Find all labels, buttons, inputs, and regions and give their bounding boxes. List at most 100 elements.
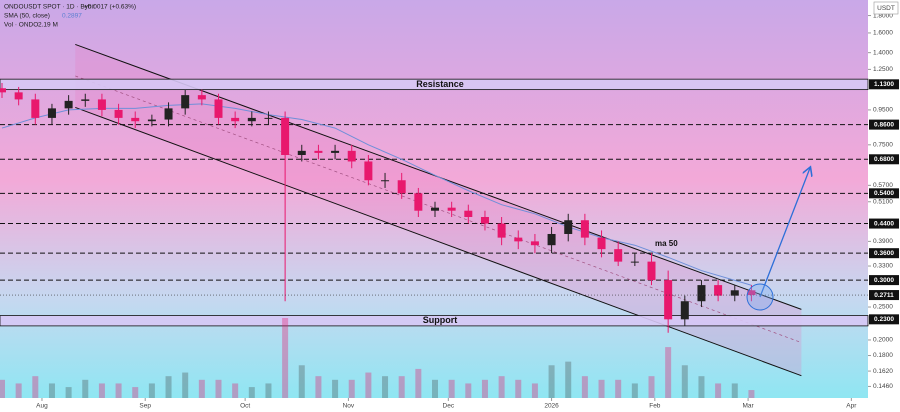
candle-body bbox=[564, 220, 573, 234]
candle-body bbox=[547, 233, 556, 246]
x-tick-label: Sep bbox=[139, 403, 151, 410]
level-box bbox=[869, 119, 899, 130]
candle-body bbox=[114, 109, 123, 118]
candle-body bbox=[31, 99, 40, 118]
level-label: 0.3000 bbox=[874, 277, 894, 284]
level-box bbox=[869, 314, 899, 325]
level-label: 0.5400 bbox=[874, 190, 894, 197]
volume-bar bbox=[15, 383, 22, 398]
candle-body bbox=[247, 117, 256, 122]
level-box bbox=[869, 154, 899, 165]
volume-bar bbox=[65, 387, 72, 398]
y-tick-label: 1.4000 bbox=[873, 49, 893, 56]
sma-value: 0.2897 bbox=[62, 13, 82, 20]
candle-body bbox=[297, 150, 306, 156]
volume-bar bbox=[232, 383, 239, 398]
volume-bar bbox=[215, 379, 222, 398]
x-tick-label: Oct bbox=[240, 403, 250, 410]
y-tick-label: 0.3300 bbox=[873, 263, 893, 270]
volume-bar bbox=[698, 376, 705, 398]
candle-body bbox=[730, 290, 739, 296]
candle-body bbox=[81, 99, 90, 101]
volume-bar bbox=[265, 383, 272, 398]
candle-body bbox=[514, 237, 523, 242]
candle-body bbox=[480, 216, 489, 224]
volume-bar bbox=[631, 383, 638, 398]
volume-bar bbox=[581, 376, 588, 398]
volume-bar bbox=[282, 318, 289, 398]
candle-body bbox=[414, 193, 423, 211]
currency-label: USDT bbox=[877, 5, 895, 12]
y-tick-label: 0.7500 bbox=[873, 142, 893, 149]
volume-bar bbox=[348, 379, 355, 398]
time-axis bbox=[0, 398, 868, 412]
x-tick-label: Dec bbox=[443, 403, 455, 410]
volume-bar bbox=[681, 365, 688, 398]
band-label: Support bbox=[423, 315, 458, 325]
volume-bar bbox=[298, 365, 305, 398]
projection-arrow bbox=[759, 168, 810, 298]
candle-body bbox=[464, 210, 473, 217]
volume-legend: Vol · ONDO bbox=[4, 22, 38, 29]
band-label: Resistance bbox=[416, 79, 464, 89]
volume-bar bbox=[98, 383, 105, 398]
sma-legend: SMA (50, close) bbox=[4, 13, 50, 20]
candle-body bbox=[264, 117, 273, 119]
candle-body bbox=[131, 117, 140, 122]
volume-bar bbox=[648, 376, 655, 398]
candle-body bbox=[597, 237, 606, 250]
level-box bbox=[869, 79, 899, 90]
level-label: 0.8600 bbox=[874, 121, 894, 128]
volume-bar bbox=[748, 390, 755, 398]
currency-box bbox=[873, 1, 899, 15]
price-label: 0.2711 bbox=[874, 292, 894, 299]
candle-body bbox=[364, 161, 373, 181]
y-tick-label: 0.9500 bbox=[873, 107, 893, 114]
volume-bar bbox=[382, 376, 389, 398]
candle-body bbox=[714, 285, 723, 296]
y-tick-label: 1.8000 bbox=[873, 12, 893, 19]
volume-bar bbox=[431, 379, 438, 398]
candle-body bbox=[630, 261, 639, 263]
candle-body bbox=[447, 207, 456, 211]
volume-bar bbox=[82, 379, 89, 398]
price-box bbox=[869, 290, 899, 301]
candle-body bbox=[747, 290, 756, 296]
y-tick-label: 0.2000 bbox=[873, 337, 893, 344]
candle-body bbox=[530, 241, 539, 246]
x-tick-label: Apr bbox=[846, 403, 857, 410]
candle-body bbox=[197, 95, 206, 100]
volume-bar bbox=[498, 376, 505, 398]
volume-bar bbox=[248, 387, 255, 398]
volume-bar bbox=[531, 383, 538, 398]
y-tick-label: 0.1460 bbox=[873, 383, 893, 390]
volume-bar bbox=[132, 387, 139, 398]
volume-bar bbox=[515, 379, 522, 398]
y-tick-label: 0.5100 bbox=[873, 198, 893, 205]
level-box bbox=[869, 218, 899, 229]
volume-bar bbox=[365, 372, 372, 398]
candle-body bbox=[214, 99, 223, 118]
y-tick-label: 0.1800 bbox=[873, 352, 893, 359]
volume-bar bbox=[182, 372, 189, 398]
candle-body bbox=[647, 261, 656, 281]
volume-bar bbox=[148, 383, 155, 398]
volume-value: 2.19 M bbox=[38, 22, 58, 29]
volume-bar bbox=[415, 368, 422, 398]
x-tick-label: Aug bbox=[36, 403, 48, 410]
volume-bar bbox=[0, 379, 5, 398]
band bbox=[0, 78, 869, 91]
candle-body bbox=[47, 108, 56, 118]
candle-body bbox=[314, 150, 323, 153]
volume-bar bbox=[315, 376, 322, 398]
x-tick-label: 2026 bbox=[544, 403, 559, 410]
candle-body bbox=[64, 100, 73, 109]
level-label: 1.1300 bbox=[874, 81, 894, 88]
volume-bar bbox=[115, 383, 122, 398]
volume-bar bbox=[398, 376, 405, 398]
channel-lower bbox=[75, 106, 802, 377]
x-tick-label: Nov bbox=[343, 403, 355, 410]
candle-body bbox=[680, 301, 689, 320]
candle-body bbox=[430, 207, 439, 211]
